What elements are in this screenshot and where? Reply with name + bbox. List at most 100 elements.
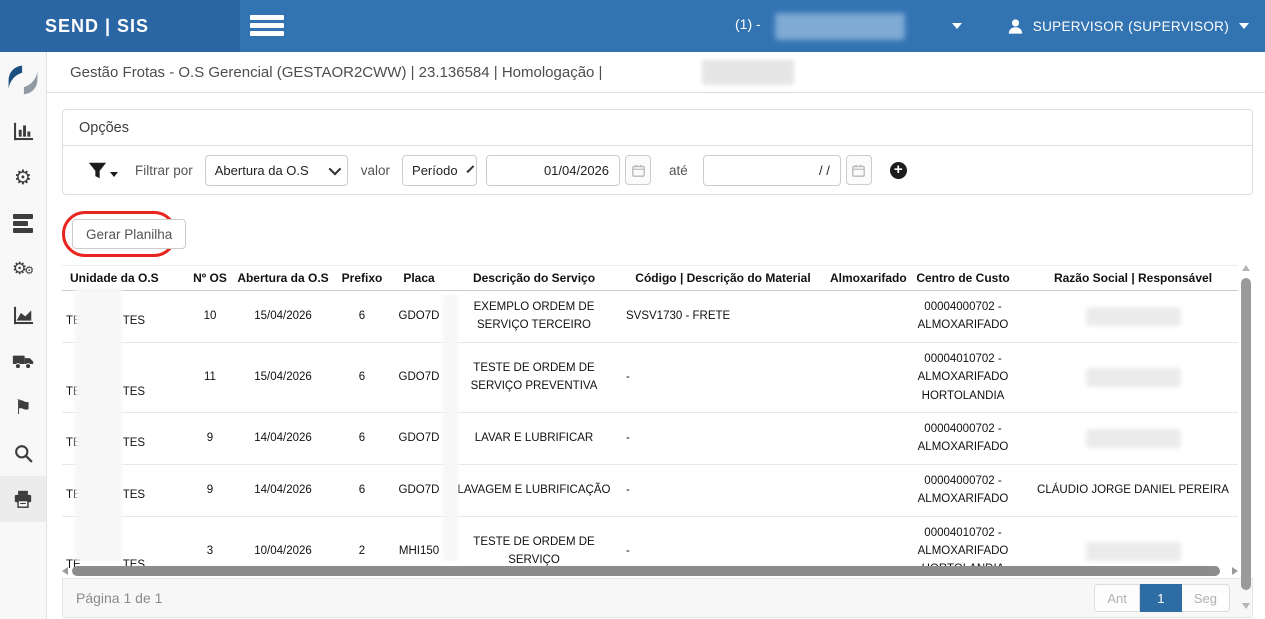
column-header[interactable]: Almoxarifado: [828, 265, 907, 291]
pagination-prev-button[interactable]: Ant: [1094, 584, 1140, 612]
user-menu[interactable]: SUPERVISOR (SUPERVISOR): [1006, 0, 1249, 52]
sidebar-item-records[interactable]: [0, 200, 46, 246]
value-type-value: Período: [412, 162, 458, 178]
sidebar-item-print[interactable]: [0, 476, 46, 522]
filter-by-label: Filtrar por: [135, 162, 193, 178]
options-title: Opções: [79, 119, 129, 136]
options-panel: Opções Filtrar por Abertura da O.S valor…: [62, 109, 1253, 195]
sidebar-item-administration[interactable]: ⚙⚙: [0, 246, 46, 292]
add-filter-button[interactable]: +: [889, 161, 907, 179]
chevron-down-icon: [328, 162, 342, 175]
cell-almoxarifado: [828, 412, 898, 465]
flag-icon: ⚑: [14, 395, 32, 419]
placa-column-redaction: [443, 295, 458, 561]
scroll-up-arrow-icon[interactable]: [1242, 265, 1250, 271]
cell-centro-custo: 00004010702 - ALMOXARIFADO HORTOLANDIA: [898, 342, 1028, 413]
cell-os: 9: [190, 464, 230, 517]
generate-spreadsheet-button[interactable]: Gerar Planilha: [72, 219, 187, 249]
cell-prefixo: 6: [336, 412, 388, 465]
column-header[interactable]: Unidade da O.S: [62, 265, 190, 291]
sidebar-item-settings[interactable]: ⚙: [0, 154, 46, 200]
until-label: até: [669, 162, 688, 178]
org-name-redaction: [775, 13, 905, 40]
column-header[interactable]: Descrição do Serviço: [450, 265, 618, 291]
sidebar-item-reports[interactable]: [0, 292, 46, 338]
value-type-select[interactable]: Período: [402, 154, 478, 186]
orders-table: Unidade da O.S Nº OS Abertura da O.S Prefix…: [62, 265, 1238, 587]
table-row[interactable]: TE TES 10 15/04/2026 6 GDO7D EXEMPLO ORDE…: [62, 290, 1238, 343]
razao-social-redaction: [1085, 367, 1181, 387]
title-bar: Gestão Frotas - O.S Gerencial (GESTAOR2C…: [47, 52, 1265, 93]
sidebar-item-flags[interactable]: ⚑: [0, 384, 46, 430]
date-to-input[interactable]: [702, 154, 841, 186]
sidebar-item-dashboard[interactable]: [0, 108, 46, 154]
app-brand: SEND | SIS: [45, 15, 150, 36]
pagination-page-1-button[interactable]: 1: [1139, 584, 1182, 612]
horizontal-scrollbar-thumb[interactable]: [72, 566, 1220, 576]
razao-social-text: CLÁUDIO JORGE DANIEL PEREIRA: [1037, 483, 1229, 496]
user-icon: [1008, 18, 1023, 34]
column-header[interactable]: Prefixo: [336, 265, 388, 291]
sidebar-item-fleet[interactable]: [0, 338, 46, 384]
scroll-right-arrow-icon[interactable]: [1232, 567, 1238, 575]
cell-abertura: 15/04/2026: [230, 342, 336, 413]
date-from-calendar-button[interactable]: [625, 155, 652, 185]
options-panel-header: Opções: [63, 110, 1252, 146]
date-from-input[interactable]: [486, 154, 621, 186]
vertical-scrollbar[interactable]: [1239, 265, 1253, 609]
unidade-suffix: TES: [122, 385, 146, 398]
chevron-down-icon: [466, 164, 474, 173]
search-icon: [14, 444, 32, 462]
table-row[interactable]: TE TES 9 14/04/2026 6 GDO7D LAVAR E LUBRI…: [62, 412, 1238, 465]
org-dropdown-caret-icon[interactable]: [952, 23, 962, 29]
filter-row: Filtrar por Abertura da O.S valor Períod…: [63, 146, 1252, 194]
stacked-list-icon: [13, 213, 33, 233]
cell-abertura: 15/04/2026: [230, 290, 336, 343]
sidebar-nav: ⚙ ⚙⚙ ⚑: [0, 52, 47, 619]
table-row[interactable]: TE TES 11 15/04/2026 6 GDO7D TESTE DE ORD…: [62, 342, 1238, 413]
cell-codigo: -: [618, 412, 828, 465]
filter-funnel-icon[interactable]: [88, 161, 118, 180]
top-bar: SEND | SIS (1) - SUPERVISOR (SUPERVISOR): [0, 0, 1265, 52]
horizontal-scrollbar[interactable]: [62, 565, 1238, 577]
cell-razao-social: [1028, 290, 1238, 343]
sidebar-item-search[interactable]: [0, 430, 46, 476]
cell-prefixo: 6: [336, 464, 388, 517]
cell-codigo: -: [618, 342, 828, 413]
column-header[interactable]: Nº OS: [190, 265, 230, 291]
page-title: Gestão Frotas - O.S Gerencial (GESTAOR2C…: [70, 63, 603, 81]
area-chart-icon: [13, 306, 33, 324]
column-header[interactable]: Centro de Custo: [898, 265, 1028, 291]
cell-centro-custo: 00004000702 - ALMOXARIFADO: [898, 464, 1028, 517]
column-header[interactable]: Código | Descrição do Material: [618, 265, 828, 291]
column-header[interactable]: Placa: [388, 265, 450, 291]
cell-razao-social: [1028, 342, 1238, 413]
title-redaction: [702, 60, 794, 85]
brand-block: SEND | SIS: [0, 0, 240, 52]
cell-almoxarifado: [828, 342, 898, 413]
menu-hamburger-icon[interactable]: [250, 15, 284, 37]
page-info-label: Página 1 de 1: [76, 590, 163, 606]
user-name-label: SUPERVISOR (SUPERVISOR): [1032, 18, 1229, 34]
pagination-next-button[interactable]: Seg: [1181, 584, 1230, 612]
vertical-scrollbar-thumb[interactable]: [1241, 278, 1251, 590]
unidade-column-redaction: [75, 288, 122, 561]
calendar-icon: [852, 164, 866, 177]
pagination: Ant 1 Seg: [1094, 584, 1230, 612]
scroll-down-arrow-icon[interactable]: [1242, 603, 1250, 609]
orders-table-area: Unidade da O.S Nº OS Abertura da O.S Prefix…: [62, 265, 1238, 587]
date-to-calendar-button[interactable]: [845, 155, 872, 185]
cell-descricao: EXEMPLO ORDEM DE SERVIÇO TERCEIRO: [450, 290, 618, 343]
column-header[interactable]: Razão Social | Responsável: [1028, 265, 1238, 291]
scroll-left-arrow-icon[interactable]: [62, 567, 68, 575]
filter-field-select[interactable]: Abertura da O.S: [204, 154, 348, 186]
cell-almoxarifado: [828, 290, 898, 343]
column-header[interactable]: Abertura da O.S: [230, 265, 336, 291]
unidade-suffix: TES: [122, 437, 146, 450]
value-label: valor: [360, 162, 391, 178]
gears-icon: ⚙⚙: [11, 259, 35, 279]
cell-prefixo: 6: [336, 290, 388, 343]
table-row[interactable]: TE TES 9 14/04/2026 6 GDO7D LAVAGEM E LUB…: [62, 464, 1238, 517]
sidebar-item-home[interactable]: [0, 52, 46, 108]
calendar-icon: [631, 164, 645, 177]
